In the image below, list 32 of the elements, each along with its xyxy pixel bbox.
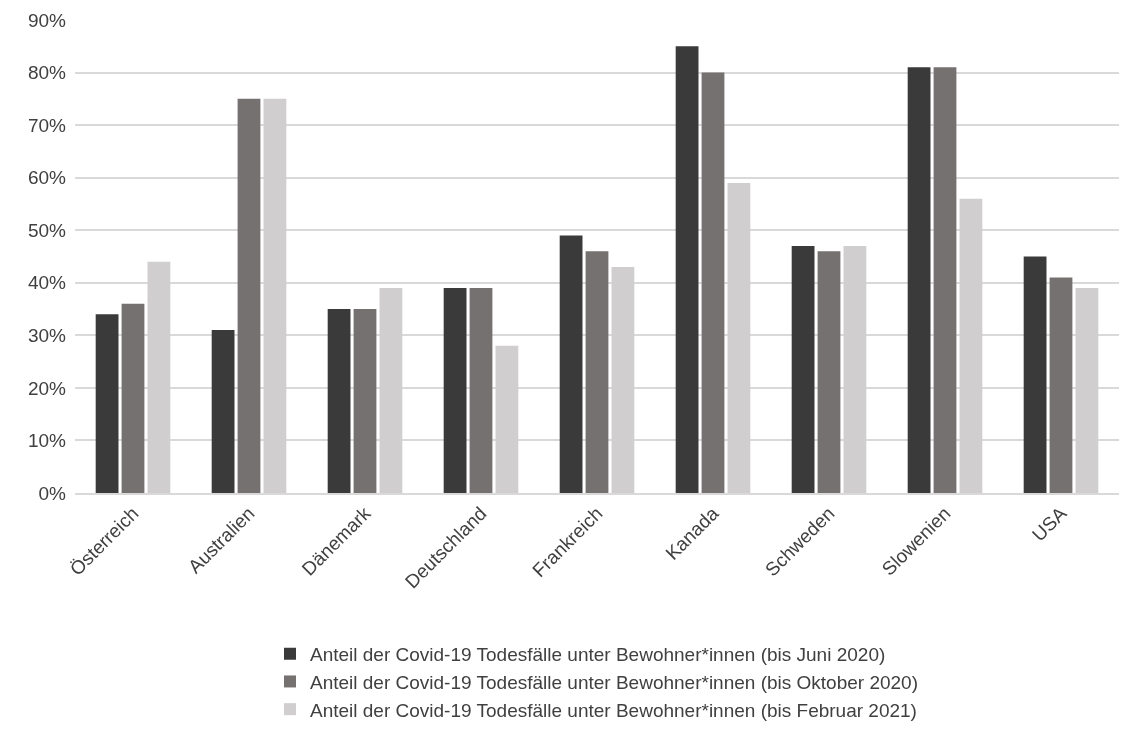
bar [443,288,467,493]
y-tick-label: 20% [27,377,67,399]
bar [675,46,699,493]
bar [1049,277,1073,493]
bar [817,251,841,493]
y-tick-label: 80% [27,62,67,84]
legend-label: Anteil der Covid-19 Todesfälle unter Bewohner*innen (bis Oktober 2020) [310,671,919,693]
legend-label: Anteil der Covid-19 Todesfälle unter Bewohner*innen (bis Juni 2020) [310,644,886,666]
bar [469,288,493,493]
y-tick-label: 0% [38,482,67,504]
bar [559,235,583,493]
bar [121,303,145,493]
bar [353,309,377,493]
bar [237,98,261,493]
bar [907,67,931,493]
bar [585,251,609,493]
y-tick-label: 70% [27,114,67,136]
y-tick-label: 90% [27,9,67,31]
bar [211,330,235,493]
bar [791,245,815,493]
y-tick-label: 50% [27,219,67,241]
bar [95,314,119,493]
legend-label: Anteil der Covid-19 Todesfälle unter Bewohner*innen (bis Februar 2021) [310,699,917,721]
y-tick-label: 30% [27,324,67,346]
y-tick-label: 40% [27,272,67,294]
y-tick-label: 60% [27,167,67,189]
y-tick-label: 10% [27,430,67,452]
bar [327,309,351,493]
bar [701,72,725,493]
x-tick-label: USA [1028,502,1071,546]
bar [933,67,957,493]
bar [1023,256,1047,493]
